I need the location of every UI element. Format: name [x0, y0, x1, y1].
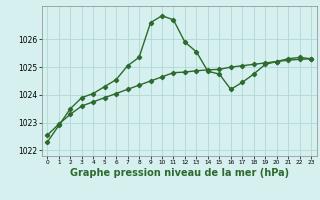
X-axis label: Graphe pression niveau de la mer (hPa): Graphe pression niveau de la mer (hPa)	[70, 168, 289, 178]
